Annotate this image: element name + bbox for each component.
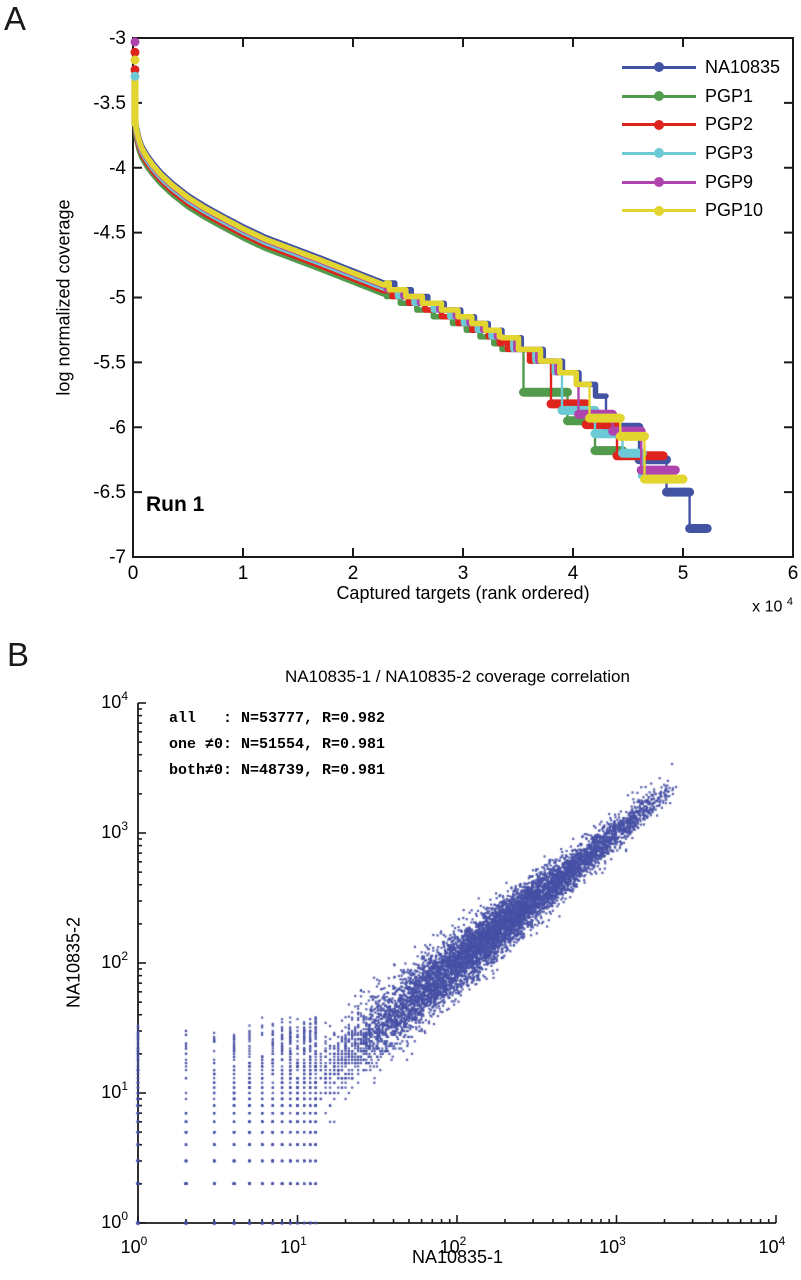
- x-scale-exponent: 4: [786, 596, 793, 608]
- y-tick-label: -6.5: [93, 482, 126, 503]
- x-tick-label: 0: [128, 563, 139, 584]
- y-tick-label: -3: [109, 28, 126, 49]
- legend-label: PGP2: [705, 114, 754, 135]
- stats-line: both≠0: N=48739, R=0.981: [169, 762, 386, 779]
- panel-a-x-axis-label: Captured targets (rank ordered): [336, 583, 590, 603]
- x-tick-label: 6: [788, 563, 799, 584]
- y-tick-label: 102: [101, 949, 128, 972]
- series-curve: [132, 78, 527, 353]
- legend-item: NA10835: [622, 53, 780, 82]
- y-tick-label: -3.5: [93, 93, 126, 114]
- correlation-stats: all : N=53777, R=0.982 one ≠0: N=51554, R…: [169, 706, 385, 784]
- y-tick-label: -6: [109, 417, 126, 438]
- x-scale-prefix: x 10: [752, 598, 783, 616]
- panel-b-x-axis-label: NA10835-1: [411, 1247, 504, 1267]
- y-tick-label: -4.5: [93, 223, 126, 244]
- x-tick-label: 3: [458, 563, 469, 584]
- run-annotation: Run 1: [146, 493, 205, 516]
- stats-line: all : N=53777, R=0.982: [169, 710, 386, 727]
- y-tick-label: -5.5: [93, 352, 126, 373]
- series-start-marker: [130, 71, 140, 81]
- legend-marker-dot: [654, 62, 664, 73]
- legend-item: PGP10: [622, 196, 780, 225]
- y-tick-label: 100: [101, 1209, 128, 1232]
- legend-line-sample: [622, 62, 696, 73]
- series-start-marker: [130, 37, 140, 47]
- panel-a-y-axis-label: log normalized coverage: [53, 199, 74, 396]
- legend-marker-dot: [654, 205, 664, 216]
- legend-label: PGP9: [705, 171, 754, 192]
- legend-label: PGP3: [705, 142, 754, 163]
- y-tick-label: 103: [101, 819, 128, 842]
- legend-item: PGP2: [622, 110, 780, 139]
- panel-a-x-scale-multiplier: x 10 4: [687, 596, 793, 616]
- legend: NA10835 PGP1 PGP2 PGP3 PGP9 PGP10: [622, 53, 780, 225]
- series-start-marker: [130, 47, 140, 57]
- legend-line-sample: [622, 205, 696, 216]
- x-tick-label: 2: [348, 563, 359, 584]
- series-curve: [132, 74, 554, 364]
- panel-b-title: NA10835-1 / NA10835-2 coverage correlati…: [285, 667, 630, 686]
- y-tick-label: -7: [109, 547, 126, 568]
- x-tick-label: 5: [678, 563, 689, 584]
- legend-item: PGP3: [622, 139, 780, 168]
- legend-label: PGP10: [705, 200, 764, 221]
- legend-marker-dot: [654, 91, 664, 102]
- stats-line: one ≠0: N=51554, R=0.981: [169, 736, 386, 753]
- x-tick-label: 4: [568, 563, 579, 584]
- legend-marker-dot: [654, 148, 664, 159]
- legend-item: PGP9: [622, 168, 780, 197]
- legend-label: PGP1: [705, 85, 754, 106]
- panel-b-label: B: [7, 636, 30, 673]
- legend-line-sample: [622, 148, 696, 159]
- legend-line-sample: [622, 119, 696, 130]
- panel-a-label: A: [4, 0, 27, 37]
- y-tick-label: -4: [109, 158, 126, 179]
- series-start-marker: [130, 55, 140, 65]
- legend-marker-dot: [654, 177, 664, 188]
- legend-line-sample: [622, 91, 696, 102]
- x-tick-label: 1: [238, 563, 249, 584]
- y-tick-label: -5: [109, 288, 126, 309]
- legend-marker-dot: [654, 119, 664, 130]
- legend-label: NA10835: [705, 56, 781, 77]
- legend-line-sample: [622, 177, 696, 188]
- y-tick-label: 104: [101, 689, 128, 712]
- y-tick-label: 101: [101, 1079, 128, 1102]
- panel-b-y-axis-label: NA10835-2: [63, 916, 84, 1009]
- legend-item: PGP1: [622, 82, 780, 111]
